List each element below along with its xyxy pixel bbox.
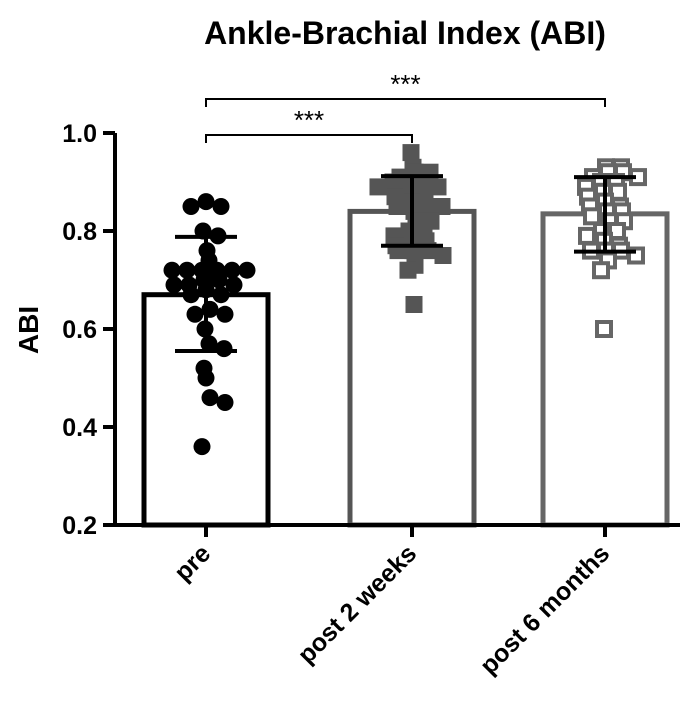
x-tick-label: pre xyxy=(169,539,216,586)
data-point xyxy=(405,296,423,313)
error-bars xyxy=(175,174,636,354)
data-point xyxy=(178,261,196,279)
data-point xyxy=(578,226,596,245)
data-point xyxy=(225,276,243,294)
data-point xyxy=(182,198,200,215)
data-point xyxy=(429,178,447,196)
data-point xyxy=(416,183,434,201)
data-point xyxy=(223,261,241,279)
data-point xyxy=(197,193,215,211)
significance-brackets: *** *** xyxy=(205,69,606,143)
y-tick-label: 0.6 xyxy=(62,316,97,344)
data-point xyxy=(369,178,387,196)
y-tick-label: 1.0 xyxy=(62,120,97,148)
significance-label: *** xyxy=(390,69,420,99)
data-point xyxy=(212,198,230,215)
data-point xyxy=(433,198,451,215)
data-point xyxy=(210,271,228,289)
data-point xyxy=(592,261,610,280)
data-point xyxy=(399,261,417,279)
data-point xyxy=(212,286,230,304)
data-point xyxy=(186,305,204,323)
significance-bracket xyxy=(205,134,413,143)
data-point xyxy=(193,438,211,456)
data-point xyxy=(197,369,215,387)
chart-title: Ankle-Brachial Index (ABI) xyxy=(204,15,606,51)
data-point xyxy=(165,276,183,294)
data-point xyxy=(434,247,452,264)
data-point xyxy=(163,261,181,279)
y-axis-label: ABI xyxy=(13,306,44,354)
x-tick-label: post 6 months xyxy=(475,539,616,680)
y-tick-label: 0.2 xyxy=(62,512,97,540)
data-point xyxy=(595,320,613,338)
data-point xyxy=(182,286,200,304)
data-point xyxy=(216,305,234,323)
data-point xyxy=(402,144,420,162)
y-axis: 0.2 0.4 0.6 0.8 1.0 xyxy=(62,120,117,540)
x-axis: pre post 2 weeks post 6 months xyxy=(113,523,680,680)
data-point xyxy=(388,198,406,215)
bars xyxy=(141,208,670,528)
data-point xyxy=(583,207,601,226)
data-point xyxy=(215,340,233,358)
x-tick-label: post 2 weeks xyxy=(292,539,422,669)
significance-bracket xyxy=(205,98,606,107)
significance-label: *** xyxy=(294,105,324,135)
data-point xyxy=(238,261,256,279)
y-tick-label: 0.4 xyxy=(62,414,97,442)
data-point xyxy=(216,394,234,411)
y-tick-label: 0.8 xyxy=(62,218,97,246)
data-point xyxy=(201,389,219,407)
